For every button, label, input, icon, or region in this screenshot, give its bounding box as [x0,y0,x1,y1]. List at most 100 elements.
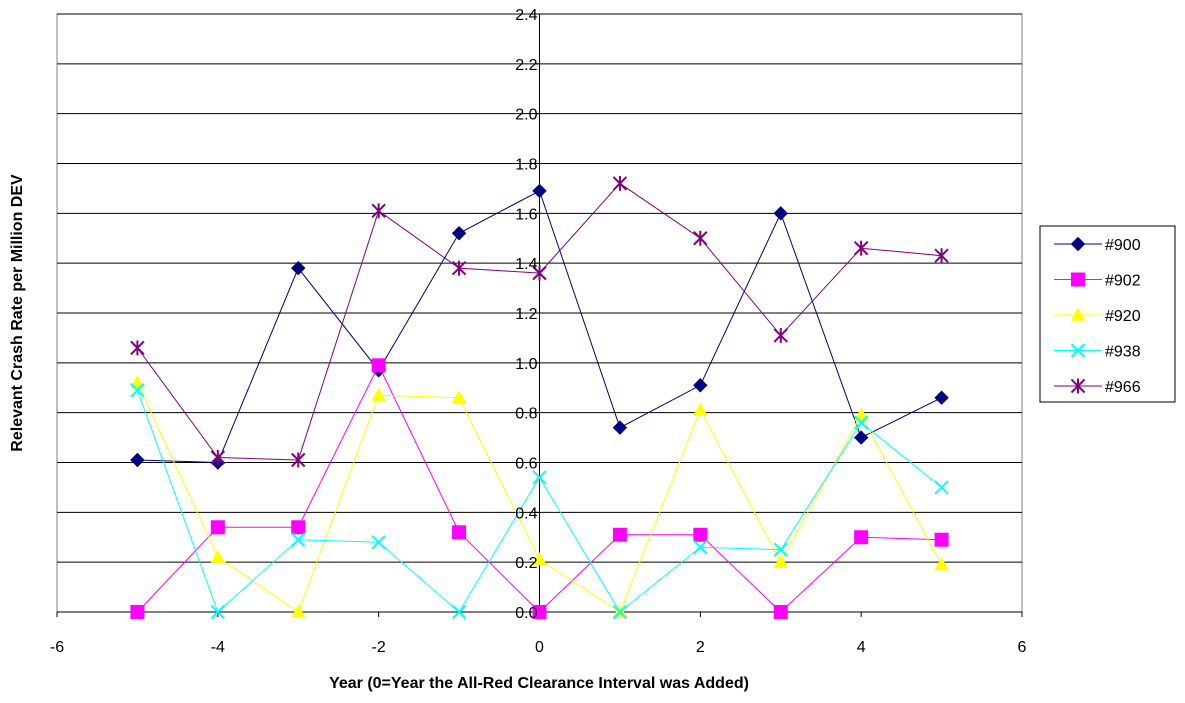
data-point-920 [692,402,708,416]
data-point-902 [532,605,547,619]
data-point-902 [452,525,467,540]
data-point-920 [853,407,869,421]
data-point-966 [291,452,306,468]
legend-label: #966 [1105,379,1141,396]
data-point-966 [451,260,467,276]
data-point-902 [854,530,869,545]
data-point-938 [532,470,547,485]
data-point-902 [612,527,627,542]
data-point-938 [291,532,306,547]
data-point-900 [130,452,145,468]
x-tick-label: -2 [372,639,386,656]
data-point-920 [532,552,547,566]
y-tick-label: 1.8 [515,157,537,174]
data-point-938 [130,383,145,398]
legend-marker [1070,236,1086,252]
legend-label: #900 [1105,237,1141,254]
legend-marker [1070,307,1086,321]
data-point-920 [371,387,387,401]
y-tick-label: 2.4 [515,7,537,24]
data-point-900 [612,420,628,435]
series-938 [130,383,949,620]
data-point-900 [934,390,949,405]
data-point-902 [773,605,788,619]
legend-marker [1071,272,1085,287]
legend-item-938: #938 [1054,343,1141,361]
x-tick-label: 4 [857,639,866,656]
data-point-920 [451,390,467,404]
y-tick-label: 1.4 [515,256,537,273]
data-point-966 [371,203,386,219]
legend-item-900: #900 [1054,236,1141,254]
data-point-966 [773,327,788,343]
legend-label: #902 [1105,273,1141,290]
y-tick-label: 0.0 [515,605,537,622]
data-point-900 [853,430,869,445]
data-point-966 [934,248,949,264]
x-tick-label: 2 [696,639,705,656]
data-point-966 [210,450,226,466]
data-point-902 [291,520,306,535]
series-902 [130,358,949,619]
series-966 [130,175,949,468]
data-point-966 [693,230,708,246]
y-tick-label: 0.6 [515,456,537,473]
legend: #900 #902 #920 #938 #966 [1039,225,1176,403]
data-point-902 [934,532,949,547]
data-point-966 [130,340,145,356]
data-point-900 [773,206,788,221]
data-point-938 [612,604,628,620]
legend-marker [1070,378,1086,394]
legend-items: #900 #902 #920 #938 #966 [1054,236,1141,396]
data-point-900 [451,226,467,241]
data-point-966 [612,175,628,191]
data-point-900 [693,378,708,393]
data-point-938 [371,535,386,550]
x-tick-label: 0 [535,639,544,656]
data-point-920 [773,554,789,568]
data-point-902 [130,605,145,619]
data-point-902 [693,527,708,542]
legend-item-920: #920 [1054,307,1141,325]
series-900 [130,183,949,470]
data-point-938 [210,604,226,620]
data-point-920 [130,375,145,389]
y-tick-label: 2.0 [515,107,537,124]
y-tick-label: 2.2 [515,57,537,74]
data-point-938 [451,604,467,620]
data-point-902 [371,358,386,373]
legend-label: #938 [1105,344,1141,361]
legend-item-966: #966 [1054,378,1141,396]
x-tick-label: 6 [1018,639,1027,656]
series-lines [130,175,949,620]
data-point-966 [853,240,869,256]
y-tick-label: 0.2 [515,555,537,572]
legend-box [1039,225,1176,403]
x-tick-label: -4 [211,639,225,656]
data-point-902 [210,520,225,535]
series-920 [130,375,949,618]
data-point-938 [693,540,708,555]
legend-label: #920 [1105,308,1141,325]
y-tick-label: 1.2 [515,306,537,323]
data-point-938 [853,415,869,430]
data-point-920 [934,557,949,571]
x-tick-label: -6 [50,639,64,656]
data-point-900 [532,183,547,199]
x-axis-title: Year (0=Year the All-Red Clearance Inter… [329,675,749,692]
y-tick-label: 0.8 [515,406,537,423]
tick-labels: 0.0 0.2 0.4 0.6 0.8 1.0 1.2 1.4 1.6 1.8 2.0 2.2 2.4 -… [50,7,1027,656]
data-point-938 [773,542,788,557]
y-tick-label: 1.6 [515,206,537,223]
data-point-920 [290,604,306,618]
data-point-920 [210,549,226,563]
data-point-938 [934,480,949,495]
data-point-966 [532,265,547,281]
legend-item-902: #902 [1054,272,1141,290]
legend-marker [1070,343,1086,358]
y-axis-title: Relevant Crash Rate per Million DEV [9,174,26,452]
data-point-900 [291,260,306,276]
y-tick-label: 1.0 [515,356,537,373]
